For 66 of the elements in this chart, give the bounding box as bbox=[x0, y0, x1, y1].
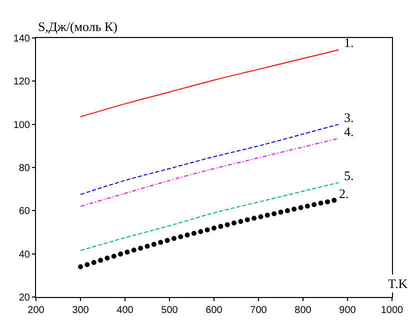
line-series bbox=[80, 49, 340, 118]
series-label: 3. bbox=[344, 110, 354, 125]
point bbox=[304, 204, 310, 209]
point bbox=[332, 198, 337, 203]
point bbox=[244, 217, 250, 222]
point bbox=[224, 222, 230, 228]
point bbox=[238, 218, 244, 224]
point bbox=[151, 242, 156, 247]
point bbox=[84, 262, 90, 268]
line-series bbox=[80, 182, 340, 252]
point bbox=[318, 200, 324, 206]
point bbox=[298, 205, 304, 210]
point bbox=[104, 256, 110, 261]
point bbox=[252, 216, 257, 221]
point bbox=[158, 240, 164, 245]
y-tick-label: 100 bbox=[13, 120, 30, 131]
series-label: 1. bbox=[344, 35, 354, 50]
series-label: 5. bbox=[344, 168, 354, 183]
point bbox=[258, 214, 264, 220]
point bbox=[184, 232, 190, 238]
x-axis-title: T.K bbox=[388, 276, 408, 291]
point bbox=[191, 230, 196, 236]
point bbox=[111, 254, 116, 259]
point bbox=[284, 208, 290, 214]
point bbox=[264, 212, 270, 218]
point bbox=[312, 202, 317, 208]
point bbox=[278, 210, 284, 215]
x-tick-label: 900 bbox=[339, 305, 356, 316]
y-tick-label: 120 bbox=[13, 76, 30, 88]
y-tick-label: 60 bbox=[18, 206, 30, 218]
point bbox=[272, 211, 277, 216]
x-tick-label: 800 bbox=[294, 305, 312, 316]
line-series bbox=[80, 138, 340, 207]
x-tick-label: 600 bbox=[206, 305, 223, 316]
x-tick-label: 700 bbox=[250, 305, 268, 316]
point bbox=[232, 220, 237, 226]
x-tick-label: 400 bbox=[116, 305, 134, 316]
point bbox=[144, 244, 150, 249]
y-tick-label: 20 bbox=[18, 292, 30, 304]
point bbox=[138, 246, 144, 251]
x-tick-label: 500 bbox=[161, 305, 178, 316]
point bbox=[324, 199, 330, 204]
point bbox=[124, 250, 130, 255]
x-tick-label: 200 bbox=[28, 305, 45, 316]
y-axis-title: S,Дж/(моль К) bbox=[38, 19, 118, 34]
y-tick-label: 140 bbox=[13, 34, 30, 44]
y-tick-label: 80 bbox=[18, 163, 30, 174]
point bbox=[212, 226, 216, 231]
point bbox=[164, 238, 170, 243]
point bbox=[204, 227, 210, 232]
point bbox=[78, 264, 83, 270]
point bbox=[131, 248, 136, 253]
point bbox=[98, 258, 104, 263]
y-tick-label: 40 bbox=[18, 249, 30, 260]
point bbox=[171, 236, 176, 242]
point bbox=[178, 234, 184, 240]
point bbox=[198, 229, 204, 234]
x-tick-label: 300 bbox=[72, 305, 90, 316]
point bbox=[218, 224, 224, 229]
point bbox=[91, 260, 96, 265]
series-label: 4. bbox=[344, 124, 354, 139]
series-label: 2. bbox=[339, 186, 349, 201]
line-series bbox=[80, 124, 340, 195]
x-tick-label: 1000 bbox=[380, 305, 404, 316]
point bbox=[118, 252, 124, 257]
point bbox=[292, 206, 297, 212]
